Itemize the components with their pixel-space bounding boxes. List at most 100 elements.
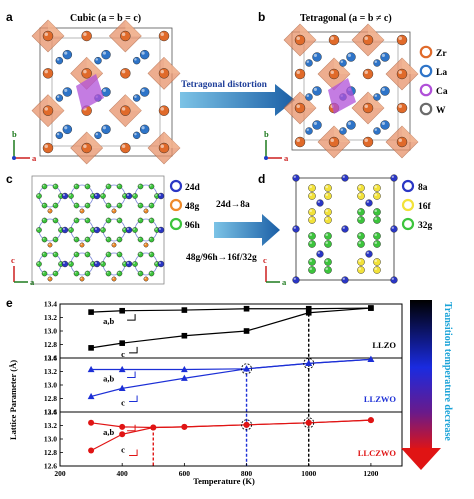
zr-atom-highlight [160,144,164,148]
data-point-llczwo [181,423,188,430]
site-32g [324,240,332,248]
site-96h-highlight [42,184,45,187]
zr-atom [81,68,92,79]
site-96h [100,227,106,233]
data-point-llczwo [88,447,95,454]
zr-atom-highlight [83,32,87,36]
legend-swatch-16f [401,198,415,212]
site-96h-highlight [117,184,120,187]
site-96h-highlight [123,262,125,264]
site-24d [61,192,69,200]
site-48g [143,242,149,248]
site-96h-highlight [53,218,56,221]
data-point-llzwo [180,365,188,373]
zr-atom [294,68,306,80]
legend-swatch-ca [419,83,433,97]
zr-atom [158,105,170,116]
site-48g-highlight [80,277,83,280]
data-point-llzwo [87,365,95,373]
unit-cell [291,31,411,151]
la-atom-highlight [347,53,351,57]
la-atom [312,52,322,62]
panel-label-b: b [258,10,265,24]
la-atom-highlight [306,94,309,97]
la-atom [373,127,381,135]
data-point-llzo [88,345,94,351]
zr-atom-highlight [296,104,300,108]
site-8a-highlight [366,200,369,203]
zr-atom [396,136,408,148]
y-tick-label: 13.4 [44,354,57,363]
site-32g-highlight [374,233,377,237]
y-tick-label: 13.4 [44,300,57,309]
site-24d [61,226,69,234]
site-96h-highlight [42,218,45,221]
zr-atom-highlight [296,138,300,142]
site-24d [61,260,69,268]
subplot-name-llczwo: LLCZWO [358,448,397,458]
site-96h [105,236,112,243]
data-point-llzo [243,305,250,312]
y-tick-label: 12.6 [44,462,57,471]
site-16f-highlight [309,185,312,189]
site-16f [324,184,332,192]
y-tick-label: 13.4 [44,408,57,417]
axis-b-label: b [12,129,17,139]
series-line-llzo-c [91,307,371,349]
site-96h-highlight [74,252,77,255]
site-32g [308,240,316,248]
site-16f-highlight [374,193,377,197]
legend-swatch-w [419,102,433,116]
zr-atom [362,34,374,46]
data-point-llzo [119,307,125,314]
zr-atom-highlight [330,138,334,142]
site-96h-highlight [106,237,109,240]
site-96h [105,183,112,190]
axis-a-label: a [30,277,35,287]
zr-atom-highlight [44,107,48,111]
site-96h [52,183,59,190]
zr-atom [396,34,408,46]
site-48g-highlight [112,243,115,245]
legend-label-8a: 8a [418,183,428,193]
label-arrow-c [129,346,138,354]
site-96h [137,217,144,224]
site-32g [373,216,381,224]
site-96h-highlight [91,228,93,230]
zr-atom-highlight [330,36,334,40]
site-96h [116,236,123,243]
site-48g-highlight [48,243,50,245]
site-32g-highlight [374,241,377,245]
tetragonal-crystal-structure [283,23,419,159]
site-96h [116,202,123,209]
la-atom-highlight [56,95,60,98]
site-48g-highlight [80,209,83,211]
site-32g-highlight [374,209,377,213]
x-tick-label: 600 [179,469,191,478]
site-32g-highlight [358,241,361,245]
site-96h-highlight [106,203,109,206]
site-8a-highlight [342,277,345,280]
zr-atom-highlight [121,144,126,148]
site-32g-highlight [358,233,361,237]
panel-b-title: Tetragonal (a = b ≠ c) [300,13,392,24]
site-16f [373,192,381,200]
zr-octahedron-face [368,24,384,40]
data-point-llzwo [367,355,375,362]
la-atom [101,124,111,135]
site-96h-highlight [138,184,141,187]
series-line-llczwo-ab [91,419,371,429]
site-96h [52,270,59,277]
legend-swatch-la [419,64,433,78]
site-96h [68,227,74,233]
site-32g-highlight [325,259,328,262]
site-32g [308,266,316,274]
site-16f [357,192,365,200]
site-96h-highlight [155,262,157,264]
subplot-name-llzwo: LLZWO [364,394,397,404]
site-96h [137,270,144,277]
site-24d [157,192,165,200]
zr-atom-highlight [296,36,300,40]
site-96h-highlight [138,203,141,206]
site-8a [316,250,324,258]
